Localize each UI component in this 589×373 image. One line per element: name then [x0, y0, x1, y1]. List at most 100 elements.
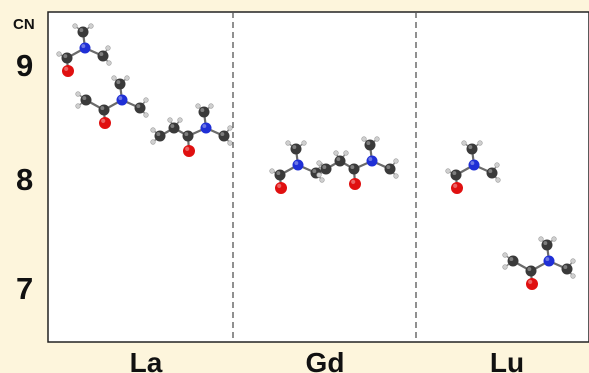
atom-highlight	[351, 179, 356, 184]
atom-n	[543, 255, 555, 267]
atom-h	[301, 140, 307, 146]
atom-c	[80, 94, 92, 106]
atom-h	[143, 112, 149, 118]
atom-h	[72, 23, 78, 29]
atom-highlight	[99, 52, 104, 56]
atom-h	[570, 273, 576, 279]
atom-h	[502, 264, 508, 270]
atom-n	[366, 155, 378, 167]
atom-h	[461, 140, 467, 146]
atom-highlight	[220, 132, 225, 136]
atom-highlight	[202, 124, 207, 128]
atom-n	[468, 159, 480, 171]
molecule-dmf-lu	[445, 140, 501, 194]
atom-h	[538, 236, 544, 242]
atom-c	[168, 122, 180, 134]
atom-c	[466, 143, 478, 155]
atom-o	[349, 178, 361, 190]
atom-h	[150, 127, 156, 133]
atom-c	[486, 167, 498, 179]
atom-h	[269, 168, 275, 174]
atom-highlight	[64, 66, 69, 71]
atom-c	[364, 139, 376, 151]
y-tick-label-7: 7	[16, 271, 33, 306]
atom-highlight	[350, 165, 355, 169]
atom-c	[218, 130, 230, 142]
molecule-dmf-la	[56, 23, 112, 77]
atom-highlight	[386, 165, 391, 169]
atom-c	[134, 102, 146, 114]
atom-highlight	[470, 161, 475, 165]
atom-h	[494, 162, 500, 168]
atom-h	[495, 177, 501, 183]
atom-c	[348, 163, 360, 175]
atom-h	[445, 168, 451, 174]
atom-h	[227, 140, 233, 146]
atom-highlight	[322, 165, 327, 169]
atom-n	[116, 94, 128, 106]
atom-h	[143, 97, 149, 103]
atom-n	[79, 42, 91, 54]
atom-h	[285, 140, 291, 146]
atom-h	[111, 75, 117, 81]
molecule-dma-lu	[502, 236, 576, 290]
atom-h	[208, 103, 214, 109]
atom-highlight	[312, 169, 317, 173]
atom-highlight	[276, 171, 281, 175]
molecule-dmpa-gd	[316, 136, 399, 190]
atom-n	[200, 122, 212, 134]
atom-h	[551, 236, 557, 242]
atom-highlight	[336, 157, 341, 161]
atom-c	[114, 78, 126, 90]
atom-highlight	[527, 267, 532, 272]
atom-highlight	[545, 257, 550, 262]
atom-highlight	[453, 183, 458, 188]
atom-c	[334, 155, 346, 167]
atom-h	[167, 117, 173, 123]
atom-highlight	[116, 80, 121, 84]
y-tick-label-8: 8	[16, 162, 33, 197]
atom-h	[316, 172, 322, 178]
molecule-dma-la	[75, 75, 149, 129]
atom-h	[319, 177, 325, 183]
atom-c	[384, 163, 396, 175]
panel-label-gd: Gd	[306, 347, 345, 373]
molecule-layer	[56, 23, 576, 290]
atom-highlight	[452, 171, 457, 175]
atom-c	[182, 130, 194, 142]
atom-o	[183, 145, 195, 157]
atom-h	[393, 158, 399, 164]
atom-c	[98, 104, 110, 116]
atom-h	[75, 91, 81, 97]
atom-highlight	[136, 104, 141, 108]
atom-highlight	[118, 96, 123, 100]
atom-highlight	[170, 124, 175, 128]
atom-highlight	[277, 183, 282, 188]
atom-h	[343, 150, 349, 156]
atom-h	[105, 45, 111, 51]
molecule-dmpa-la	[150, 103, 233, 157]
atom-c	[97, 50, 109, 62]
atom-highlight	[488, 169, 493, 173]
atom-highlight	[184, 132, 189, 136]
atom-h	[570, 258, 576, 264]
atom-h	[333, 150, 339, 156]
atom-h	[177, 117, 183, 123]
panel-label-lu: Lu	[490, 347, 524, 373]
atom-o	[526, 278, 538, 290]
atom-c	[61, 52, 73, 64]
atom-c	[154, 130, 166, 142]
atom-o	[451, 182, 463, 194]
atom-h	[56, 51, 62, 57]
atom-highlight	[100, 106, 105, 110]
atom-c	[320, 163, 332, 175]
atom-highlight	[543, 241, 548, 245]
atom-highlight	[368, 157, 373, 161]
atom-h	[502, 252, 508, 258]
atom-c	[525, 265, 537, 277]
atom-highlight	[509, 257, 514, 262]
atom-highlight	[156, 132, 161, 136]
atom-h	[75, 103, 81, 109]
atom-h	[124, 75, 130, 81]
